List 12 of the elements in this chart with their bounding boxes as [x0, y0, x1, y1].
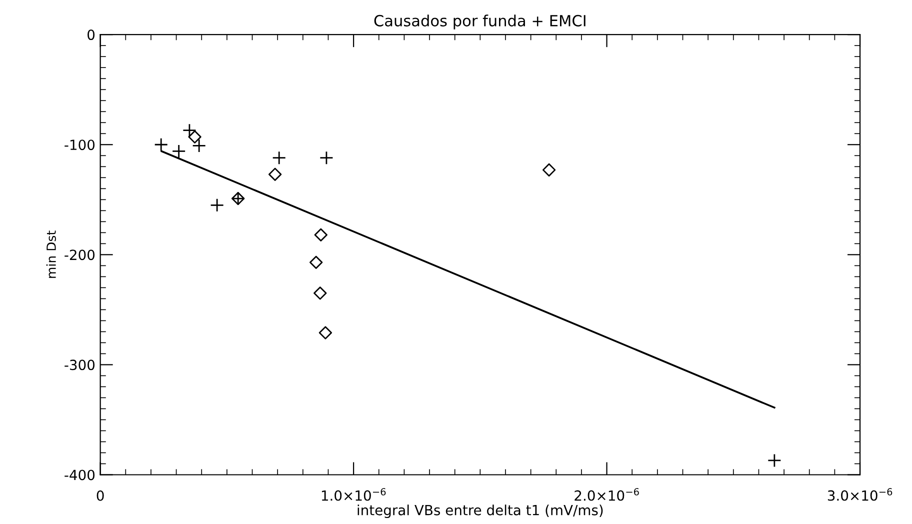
chart-title: Causados por funda + EMCI — [374, 14, 586, 30]
y-tick-label: -400 — [64, 470, 95, 480]
x-tick-label: 2.0×10$^{−6}$ — [574, 488, 639, 501]
y-tick-label: 0 — [88, 30, 95, 40]
x-tick-label: 3.0×10$^{−6}$ — [828, 488, 892, 501]
y-tick-label: -200 — [64, 250, 95, 260]
y-tick-label: -300 — [64, 360, 95, 370]
y-axis-title: min Dst — [46, 230, 56, 278]
y-tick-label: -100 — [64, 140, 95, 150]
x-axis-title: integral VBs entre delta t1 (mV/ms) — [358, 504, 603, 518]
x-tick-label: 0 — [96, 490, 104, 501]
x-tick-label: 1.0×10$^{−6}$ — [322, 488, 386, 501]
